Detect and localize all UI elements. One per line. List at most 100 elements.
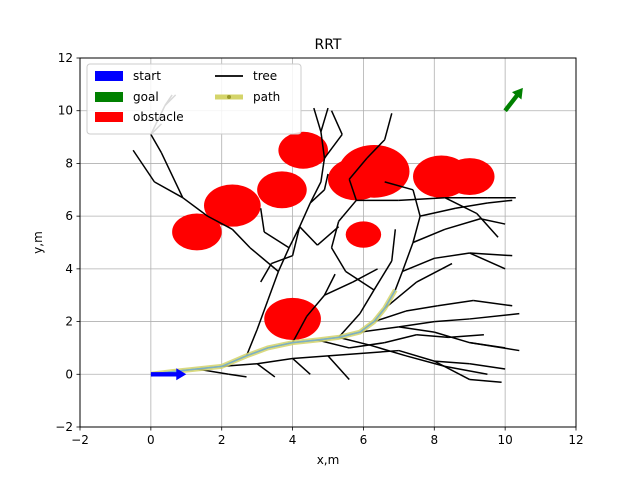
tree-edge [448,334,484,339]
tree-edge [260,263,272,283]
tree-edge [455,202,488,209]
tree-edge [373,310,407,323]
obstacle-circle [172,213,222,251]
tree-edge [271,254,293,265]
obstacle-circle [278,131,329,169]
tree-edge [363,349,399,354]
obstacle-circle [345,221,382,248]
tree-edge [338,313,361,338]
start-arrow [150,368,187,381]
legend-label: tree [253,69,277,83]
tree-edge [245,329,258,357]
legend-entry-tree: tree [215,69,277,83]
tree-edge [316,226,340,246]
tree-edge [259,208,265,233]
tree-edge [398,349,435,362]
legend-label: start [133,69,161,83]
tree-edge [469,378,502,383]
tree-edge [256,363,276,378]
legend-marker [227,95,231,99]
tree-edge [291,315,308,344]
tree-edge [473,299,513,307]
x-tick-label: 10 [498,433,513,447]
tree-edge [320,131,326,159]
tree-edge [433,360,471,381]
tree-edge [257,357,293,365]
tree-edge [412,189,421,217]
tree-edge [327,355,350,381]
tree-edge [324,281,354,296]
legend-entry-obstacle: obstacle [95,110,184,124]
tree-edge [299,226,318,246]
legend-entry-path: path [215,90,280,104]
tree-edge [288,226,301,249]
tree-edge [469,252,506,270]
tree-edge [309,189,325,204]
goal-arrow [503,87,523,113]
tree-edge [444,218,481,231]
legend-swatch [95,112,123,122]
legend-label: goal [133,90,159,104]
tree-edge [309,181,322,204]
tree-edge [434,318,470,323]
y-axis-label: y,m [31,231,45,254]
x-tick-label: 6 [360,433,368,447]
legend-swatch [95,71,123,81]
tree-edge [384,334,417,344]
tree-edge [330,221,340,248]
tree-edge [394,271,404,291]
tree-edge [292,355,329,360]
x-tick-label: 4 [289,433,297,447]
x-tick-label: 0 [147,433,155,447]
y-tick-label: 0 [65,367,73,381]
tree-edge [412,228,446,244]
arrow-layer [150,87,523,381]
tree-edge [384,181,414,191]
tree-edge [469,312,520,320]
tree-edge [469,252,513,257]
tree-edge [476,213,499,238]
tree-edge [306,294,326,317]
legend-box [86,63,302,135]
y-tick-label: 4 [65,262,73,276]
x-tick-label: 8 [430,433,438,447]
tree-edge [292,357,311,375]
tree-edge [338,199,357,222]
obstacle-circle [264,297,321,341]
tree-edge [231,228,251,249]
tree-edge [444,365,488,376]
y-tick-label: 10 [58,104,73,118]
y-tick-label: 6 [65,209,73,223]
tree-edge [391,229,397,262]
tree-edge [330,247,347,272]
tree-edge [469,363,506,370]
x-tick-label: 12 [568,433,583,447]
obstacle-circle [204,184,261,227]
tree-edge [182,197,208,217]
y-tick-label: 12 [58,51,73,65]
tree-edge [349,341,385,349]
tree-edge [323,173,329,190]
tree-edge [434,360,470,365]
tree-edge [345,270,375,291]
tree-edge [256,300,269,330]
obstacle-circle [444,158,495,196]
tree-edge [207,215,233,230]
tree-edge [373,260,393,291]
y-tick-label: 8 [65,156,73,170]
tree-edge [267,271,280,301]
tree-edge [405,355,446,368]
tree-edge [154,181,184,199]
tree-edge [330,110,343,135]
tree-edge [469,341,506,349]
legend-swatch [95,92,123,102]
legend: start tree goal path obstacle [86,63,302,135]
path-layer [150,288,398,377]
tree-edge [434,252,470,260]
tree-edge [383,113,393,140]
x-axis-label: x,m [317,453,340,467]
tree-edge [298,202,311,227]
tree-edge [348,179,358,201]
tree-edge [150,134,163,154]
